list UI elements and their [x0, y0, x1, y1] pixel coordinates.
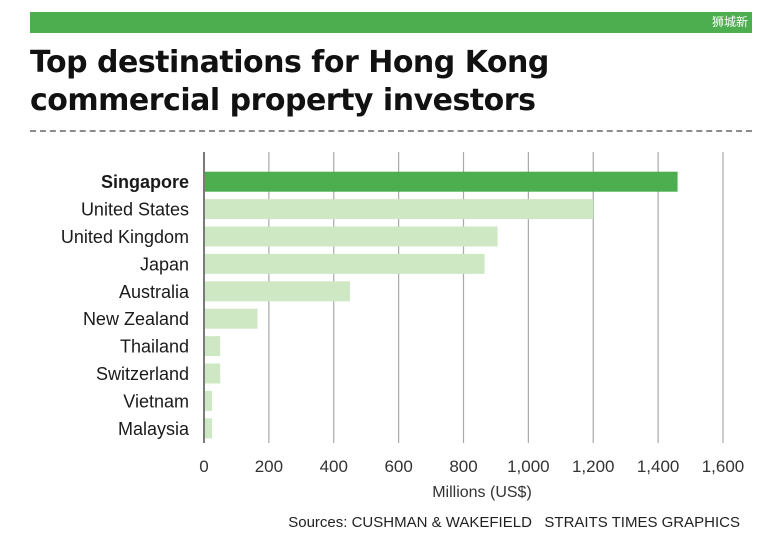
x-tick-label: 600: [384, 457, 412, 476]
title-line-2: commercial property investors: [30, 83, 536, 118]
x-tick-label: 1,200: [572, 457, 615, 476]
bar: [204, 226, 498, 247]
x-tick-label: 1,600: [702, 457, 745, 476]
category-label: Switzerland: [96, 364, 189, 384]
x-axis-label: Millions (US$): [432, 484, 532, 501]
category-label: Japan: [140, 254, 189, 274]
category-label: Singapore: [101, 172, 189, 192]
x-tick-label: 1,000: [507, 457, 550, 476]
category-label: Thailand: [120, 337, 189, 357]
x-tick-label: 200: [255, 457, 283, 476]
bar: [204, 171, 678, 192]
category-label: United States: [81, 200, 189, 220]
header-bar: [30, 12, 752, 33]
category-label: New Zealand: [83, 309, 189, 329]
category-label: Malaysia: [118, 419, 190, 439]
bar: [204, 336, 221, 357]
x-tick-label: 400: [320, 457, 348, 476]
bar: [204, 390, 213, 411]
bar: [204, 253, 485, 274]
bar: [204, 363, 221, 384]
chart-title: Top destinations for Hong Kong commercia…: [30, 44, 750, 120]
title-line-1: Top destinations for Hong Kong: [30, 45, 549, 80]
watermark-text: 狮城新: [711, 15, 748, 29]
bar: [204, 281, 350, 302]
bar: [204, 418, 213, 439]
bar: [204, 308, 258, 329]
title-divider: [30, 130, 752, 132]
bar: [204, 199, 594, 220]
category-label: Australia: [119, 282, 190, 302]
x-tick-label: 800: [449, 457, 477, 476]
x-tick-label: 0: [199, 457, 208, 476]
category-label: United Kingdom: [61, 227, 189, 247]
x-tick-label: 1,400: [637, 457, 680, 476]
source-note: Sources: CUSHMAN & WAKEFIELD STRAITS TIM…: [288, 514, 740, 531]
category-label: Vietnam: [123, 391, 189, 411]
